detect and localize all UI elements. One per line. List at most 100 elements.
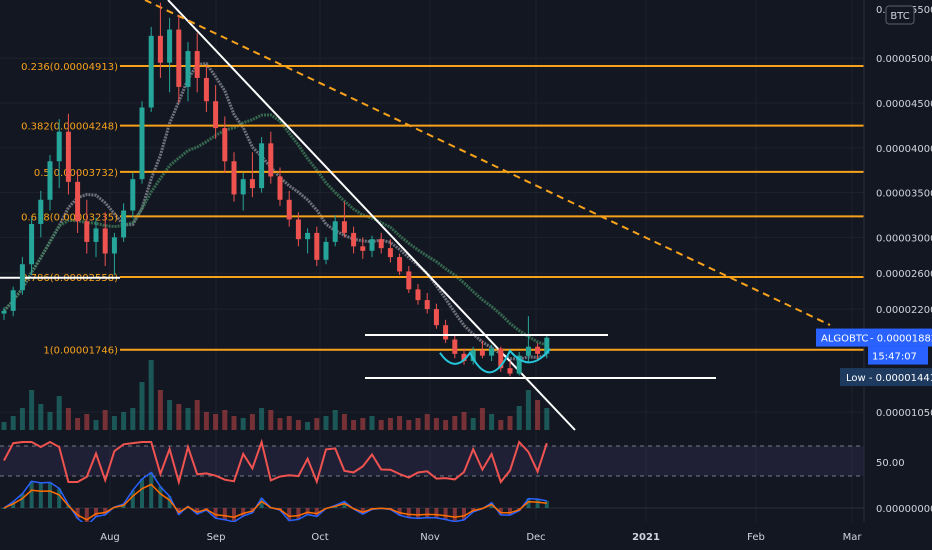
volume-bar [332,410,338,430]
macd-histogram-bar [314,508,319,517]
fib-level-label: 1(0.00001746) [43,346,118,357]
candle-body [341,221,347,233]
time-scale-background [0,522,932,550]
macd-histogram-bar [416,508,420,519]
volume-bar [185,408,191,430]
low-price-label: Low - 0.00001441 [840,368,932,387]
candle-body [65,131,71,182]
volume-bar [406,420,412,430]
rsi-band [0,446,864,476]
macd-histogram-bar [195,508,200,515]
macd-histogram-bar [305,508,310,515]
candle-body [332,221,338,242]
time-tick-label: Oct [311,532,328,543]
volume-bar [47,412,53,430]
macd-histogram-bar [57,488,62,508]
volume-bar [213,414,219,430]
candle-body [470,350,476,362]
candle-body [194,51,200,78]
price-tick-label: 0.00004500 [876,99,932,110]
volume-bar [387,418,393,430]
candle-body [93,228,99,242]
current-price-label: ALGOBTC - 0.00001882 15:47:07 [816,328,932,365]
volume-bar [305,422,311,430]
fib-level-label: 0.236(0.00004913) [21,62,118,73]
macd-histogram-bar [20,493,25,508]
currency-badge[interactable]: BTC [885,5,915,25]
candle-body [387,248,393,258]
fib-level-label: 0.5(0.00003732) [34,168,118,179]
price-tick-label: 0.00005000 [876,54,932,65]
macd-histogram-bar [48,482,52,508]
macd-histogram-bar [38,482,43,508]
candle-body [56,131,62,162]
macd-histogram-bar [241,508,246,517]
volume-bar [415,418,421,430]
candle-body [10,290,16,311]
volume-bar [323,416,329,430]
candle-body [479,350,485,356]
candle-body [406,271,412,290]
candlesticks [1,2,550,377]
candle-body [139,107,145,180]
candle-body [148,35,154,108]
volume-bar [75,418,81,430]
rsi-pane[interactable] [0,438,864,486]
candle-body [314,232,320,260]
volume-bar [56,396,62,430]
candle-body [433,309,439,326]
candle-body [111,237,117,254]
candle-body [461,353,467,362]
current-price-label-bg [816,328,932,347]
volume-bar [1,422,7,430]
volume-bar [38,404,44,430]
candle-body [525,346,531,356]
macd-histogram-bar [462,508,466,520]
price-tick-label: 0.00004000 [876,144,932,155]
candle-body [38,199,44,224]
candle-body [397,257,403,272]
candle-body [231,161,237,195]
time-tick-label: Aug [100,532,120,543]
macd-histogram-bar [130,490,135,508]
volume-bar [544,408,550,430]
grid-lines [0,0,864,522]
candle-body [443,325,449,340]
macd-histogram-bar [84,508,89,526]
current-price-symbol: ALGOBTC [821,334,868,345]
macd-histogram-bar [2,508,6,509]
macd-histogram-bar [360,508,365,515]
volume-bar [231,416,237,430]
macd-histogram-bar [452,508,457,522]
candle-body [498,348,504,369]
macd-histogram-bar [222,508,227,520]
macd-histogram-bar [158,486,163,508]
macd-histogram-bar [259,498,264,508]
macd-histogram-bar [140,479,144,508]
volume-bar [470,418,476,430]
volume-bar [268,410,274,430]
volume-bar [259,408,265,430]
time-tick-label: Nov [420,532,440,543]
volume-bar [130,408,136,430]
volume-bar [489,414,495,430]
price-tick-label: 0.00003500 [876,189,932,200]
volume-bar [240,418,246,430]
time-scale[interactable]: Aug Sep Oct Nov Dec 2021 Feb Mar [100,532,862,543]
price-tick-label: 0.00001050 [876,408,932,419]
countdown-bg [868,346,928,365]
macd-pane[interactable] [0,471,864,527]
price-scale-background [864,0,932,550]
macd-histogram-bar [526,498,531,508]
macd-histogram-bar [443,508,448,520]
volume-bar [397,416,403,430]
candle-body [1,310,7,314]
volume-bar [65,408,71,430]
candle-body [489,348,495,356]
candle-body [47,161,53,200]
low-label-text: Low - 0.00001441 [846,373,932,384]
time-tick-label: Mar [843,532,863,543]
countdown-text: 15:47:07 [872,352,917,363]
